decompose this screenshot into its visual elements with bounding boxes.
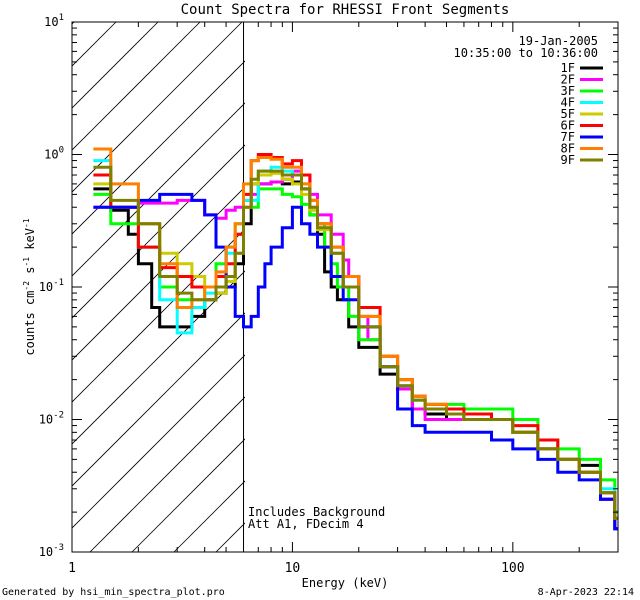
- y-tick-labels: 10-3 10-2 10-1 100 101: [39, 13, 64, 559]
- x-tick-label-100: 100: [501, 561, 524, 576]
- hatch-line: [72, 60, 245, 235]
- hatch-line: [72, 22, 201, 151]
- legend-label-6f: 6F: [561, 119, 575, 133]
- series-lines: [93, 147, 618, 531]
- annotation-background: Includes Background: [248, 505, 385, 519]
- hatch-line: [72, 354, 245, 529]
- footer-timestamp: 8-Apr-2023 22:14: [538, 587, 634, 598]
- series-line-1f: [93, 180, 618, 531]
- legend-label-5f: 5F: [561, 107, 575, 121]
- x-tick-labels: 1 10 100: [68, 561, 524, 576]
- legend-label-2f: 2F: [561, 73, 575, 87]
- y-tick-label: 10-1: [39, 278, 64, 294]
- hatch-line: [72, 186, 245, 361]
- y-axis-label: counts cm-2 s-1 keV-1: [22, 218, 37, 355]
- chart-title: Count Spectra for RHESSI Front Segments: [181, 2, 510, 18]
- legend-label-4f: 4F: [561, 96, 575, 110]
- x-tick-label-10: 10: [285, 561, 301, 576]
- y-tick-label: 10-3: [39, 543, 64, 559]
- hatch-line: [72, 312, 245, 487]
- legend-label-9f: 9F: [561, 153, 575, 167]
- series-line-9f: [93, 165, 618, 520]
- hatch-line: [72, 22, 243, 193]
- legend-label-3f: 3F: [561, 84, 575, 98]
- series-line-2f: [93, 169, 618, 531]
- hatched-region: [72, 22, 245, 552]
- y-tick-label: 10-2: [39, 411, 64, 427]
- y-tick-label: 100: [44, 146, 64, 162]
- legend-label-8f: 8F: [561, 142, 575, 156]
- series-line-6f: [93, 153, 618, 520]
- hatch-line: [131, 438, 245, 552]
- legend-label-1f: 1F: [561, 61, 575, 75]
- axis-ticks: [71, 21, 619, 553]
- series-line-4f: [93, 159, 618, 520]
- legend-label-7f: 7F: [561, 130, 575, 144]
- hatch-line: [89, 396, 245, 552]
- x-axis-label: Energy (keV): [302, 576, 389, 590]
- hatch-line: [72, 228, 245, 403]
- date-label: 19-Jan-2005: [519, 34, 598, 48]
- footer-generator: Generated by hsi_min_spectra_plot.pro: [2, 587, 225, 598]
- series-line-7f: [93, 192, 618, 531]
- x-tick-label-1: 1: [68, 561, 76, 576]
- hatch-line: [72, 144, 245, 319]
- y-tick-label: 101: [44, 13, 64, 29]
- time-range-label: 10:35:00 to 10:36:00: [454, 46, 599, 60]
- series-line-5f: [93, 171, 618, 520]
- hatch-line: [72, 102, 245, 277]
- series-line-3f: [93, 187, 618, 514]
- annotation-attenuator: Att A1, FDecim 4: [248, 517, 364, 531]
